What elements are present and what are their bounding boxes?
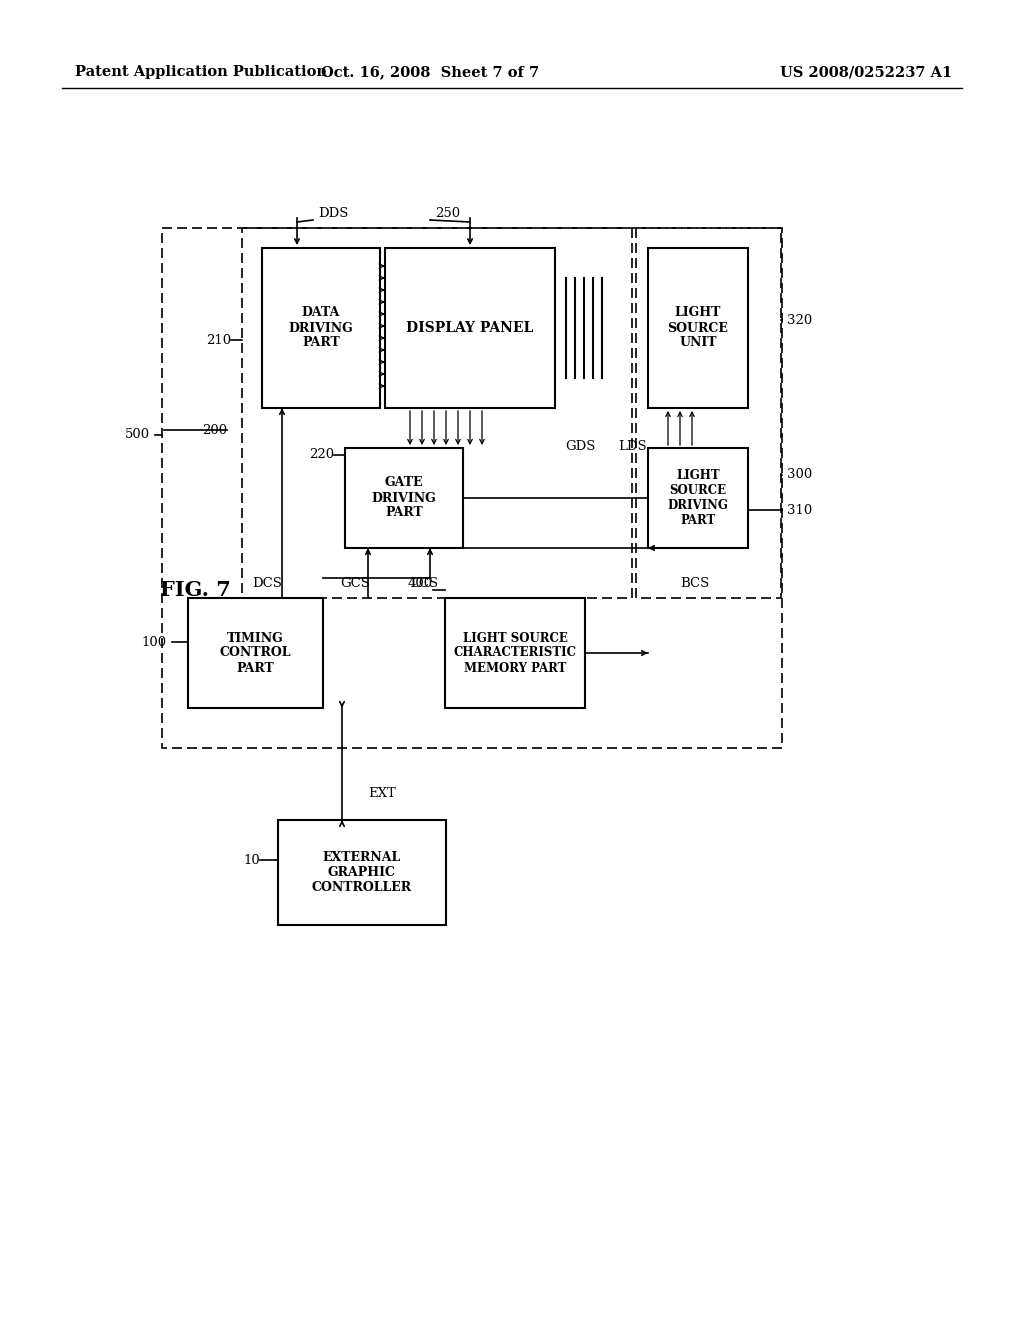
Text: LIGHT
SOURCE
UNIT: LIGHT SOURCE UNIT — [668, 306, 728, 350]
Text: GDS: GDS — [565, 441, 595, 454]
Text: 500: 500 — [125, 429, 150, 441]
Bar — [636, 228, 781, 598]
Text: BCS: BCS — [680, 577, 710, 590]
Text: 300: 300 — [787, 469, 812, 482]
Text: LIGHT
SOURCE
DRIVING
PART: LIGHT SOURCE DRIVING PART — [668, 469, 728, 527]
Bar — [262, 248, 380, 408]
Bar — [648, 447, 748, 548]
Text: LDS: LDS — [618, 441, 646, 454]
Text: 210: 210 — [206, 334, 231, 346]
Bar — [385, 248, 555, 408]
Bar — [278, 820, 446, 925]
Text: DISPLAY PANEL: DISPLAY PANEL — [407, 321, 534, 335]
Text: Oct. 16, 2008  Sheet 7 of 7: Oct. 16, 2008 Sheet 7 of 7 — [321, 65, 539, 79]
Text: DCS: DCS — [252, 577, 282, 590]
Text: 200: 200 — [202, 424, 227, 437]
Text: 400: 400 — [408, 577, 433, 590]
Bar — [188, 598, 323, 708]
Text: LCS: LCS — [410, 577, 438, 590]
Bar — [345, 447, 463, 548]
Bar — [648, 248, 748, 408]
Text: 320: 320 — [787, 314, 812, 326]
Text: FIG. 7: FIG. 7 — [160, 579, 230, 601]
Text: US 2008/0252237 A1: US 2008/0252237 A1 — [780, 65, 952, 79]
Text: TIMING
CONTROL
PART: TIMING CONTROL PART — [220, 631, 291, 675]
Text: 310: 310 — [787, 503, 812, 516]
Text: DDS: DDS — [318, 207, 348, 220]
Text: 250: 250 — [435, 207, 460, 220]
Bar — [242, 228, 632, 598]
Bar — [445, 598, 585, 708]
Text: 100: 100 — [142, 635, 167, 648]
Text: EXTERNAL
GRAPHIC
CONTROLLER: EXTERNAL GRAPHIC CONTROLLER — [312, 851, 412, 894]
Bar — [162, 228, 782, 748]
Text: Patent Application Publication: Patent Application Publication — [75, 65, 327, 79]
Text: GCS: GCS — [340, 577, 370, 590]
Text: DATA
DRIVING
PART: DATA DRIVING PART — [289, 306, 353, 350]
Text: LIGHT SOURCE
CHARACTERISTIC
MEMORY PART: LIGHT SOURCE CHARACTERISTIC MEMORY PART — [454, 631, 577, 675]
Text: EXT: EXT — [368, 787, 395, 800]
Text: 220: 220 — [309, 449, 334, 462]
Text: 10: 10 — [244, 854, 260, 866]
Text: GATE
DRIVING
PART: GATE DRIVING PART — [372, 477, 436, 520]
